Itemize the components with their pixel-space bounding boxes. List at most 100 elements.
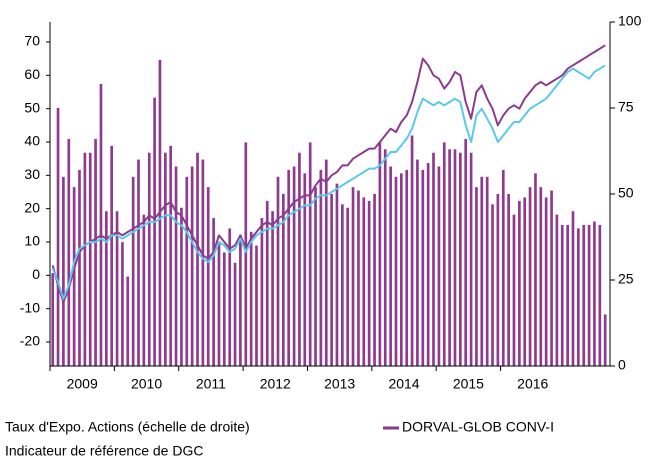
x-tick-label: 2009 — [67, 376, 98, 392]
bar — [292, 166, 296, 366]
bar — [324, 159, 328, 366]
bar — [587, 224, 591, 366]
bar — [83, 152, 87, 366]
bar — [94, 138, 97, 366]
y2-tick-label: 25 — [618, 271, 634, 287]
bar — [265, 200, 269, 366]
bar — [51, 273, 55, 366]
y2-tick-label: 75 — [618, 99, 634, 115]
bar — [180, 207, 183, 366]
bar — [351, 187, 355, 366]
bar — [287, 169, 291, 366]
bar — [518, 200, 521, 366]
bar — [399, 173, 403, 366]
bar — [260, 218, 264, 366]
bar — [442, 142, 446, 366]
bar — [491, 204, 494, 366]
bar — [534, 173, 537, 366]
bar — [598, 224, 602, 366]
bar — [378, 142, 382, 366]
bar — [239, 235, 242, 366]
bar — [196, 152, 199, 366]
bar — [426, 163, 430, 366]
bar — [303, 173, 307, 366]
bar — [496, 194, 500, 366]
bar — [62, 176, 65, 366]
bar — [131, 176, 135, 366]
bar — [330, 194, 333, 366]
bar — [222, 252, 226, 366]
bar — [539, 187, 543, 366]
x-tick-label: 2011 — [196, 376, 226, 392]
y-tick-label: 40 — [24, 133, 40, 149]
y-tick-label: 0 — [32, 266, 40, 282]
bar — [571, 211, 575, 366]
bar — [480, 176, 484, 366]
bar — [137, 159, 140, 366]
x-tick-label: 2013 — [324, 376, 355, 392]
x-tick-label: 2014 — [388, 376, 419, 392]
y2-tick-label: 100 — [618, 13, 642, 29]
bar — [469, 152, 473, 366]
y-tick-label: 10 — [24, 233, 40, 249]
bar — [244, 142, 248, 366]
bar — [603, 314, 607, 366]
bar — [507, 194, 510, 366]
bar — [566, 224, 569, 366]
bar — [383, 149, 387, 366]
bar — [389, 166, 392, 366]
bar — [314, 187, 317, 366]
bar — [169, 145, 173, 366]
bar — [153, 97, 156, 367]
bar — [276, 176, 280, 366]
bar — [249, 231, 253, 366]
bar — [523, 197, 527, 366]
bar — [437, 166, 441, 366]
bar — [308, 142, 312, 366]
bar — [110, 145, 114, 366]
x-tick-label: 2016 — [517, 376, 548, 392]
legend-label: DORVAL-GLOB CONV-I — [402, 419, 554, 435]
bar — [255, 245, 258, 366]
bar — [550, 190, 553, 366]
y2-tick-label: 0 — [618, 357, 626, 373]
bar — [201, 159, 205, 366]
bar — [126, 276, 130, 366]
bar — [115, 211, 119, 366]
y-tick-label: 70 — [24, 33, 40, 49]
bar — [233, 262, 237, 366]
bar — [576, 228, 580, 366]
x-tick-label: 2010 — [131, 376, 162, 392]
bar — [346, 207, 350, 366]
bar — [394, 176, 398, 366]
x-tick-label: 2015 — [453, 376, 484, 392]
bar — [99, 83, 103, 367]
bar — [512, 214, 516, 366]
bar — [88, 152, 92, 366]
bar — [298, 152, 301, 366]
y2-tick-label: 50 — [618, 185, 634, 201]
bar — [56, 108, 60, 366]
x-tick-label: 2012 — [260, 376, 291, 392]
bar — [271, 211, 274, 366]
bar — [78, 169, 81, 366]
bar — [410, 135, 414, 366]
line — [51, 64, 606, 300]
line — [51, 44, 606, 303]
bar — [555, 214, 559, 366]
bar — [147, 152, 151, 366]
bar — [228, 228, 232, 366]
bar — [104, 211, 108, 366]
bar — [335, 183, 339, 366]
bar — [319, 169, 323, 366]
bar — [459, 152, 462, 366]
bar — [421, 169, 425, 366]
y-tick-label: 30 — [24, 166, 40, 182]
bar — [362, 197, 366, 366]
bar — [72, 187, 76, 366]
bar — [164, 152, 167, 366]
bar — [281, 194, 285, 366]
bar — [185, 176, 189, 366]
bar — [142, 214, 146, 366]
bar — [485, 176, 489, 366]
